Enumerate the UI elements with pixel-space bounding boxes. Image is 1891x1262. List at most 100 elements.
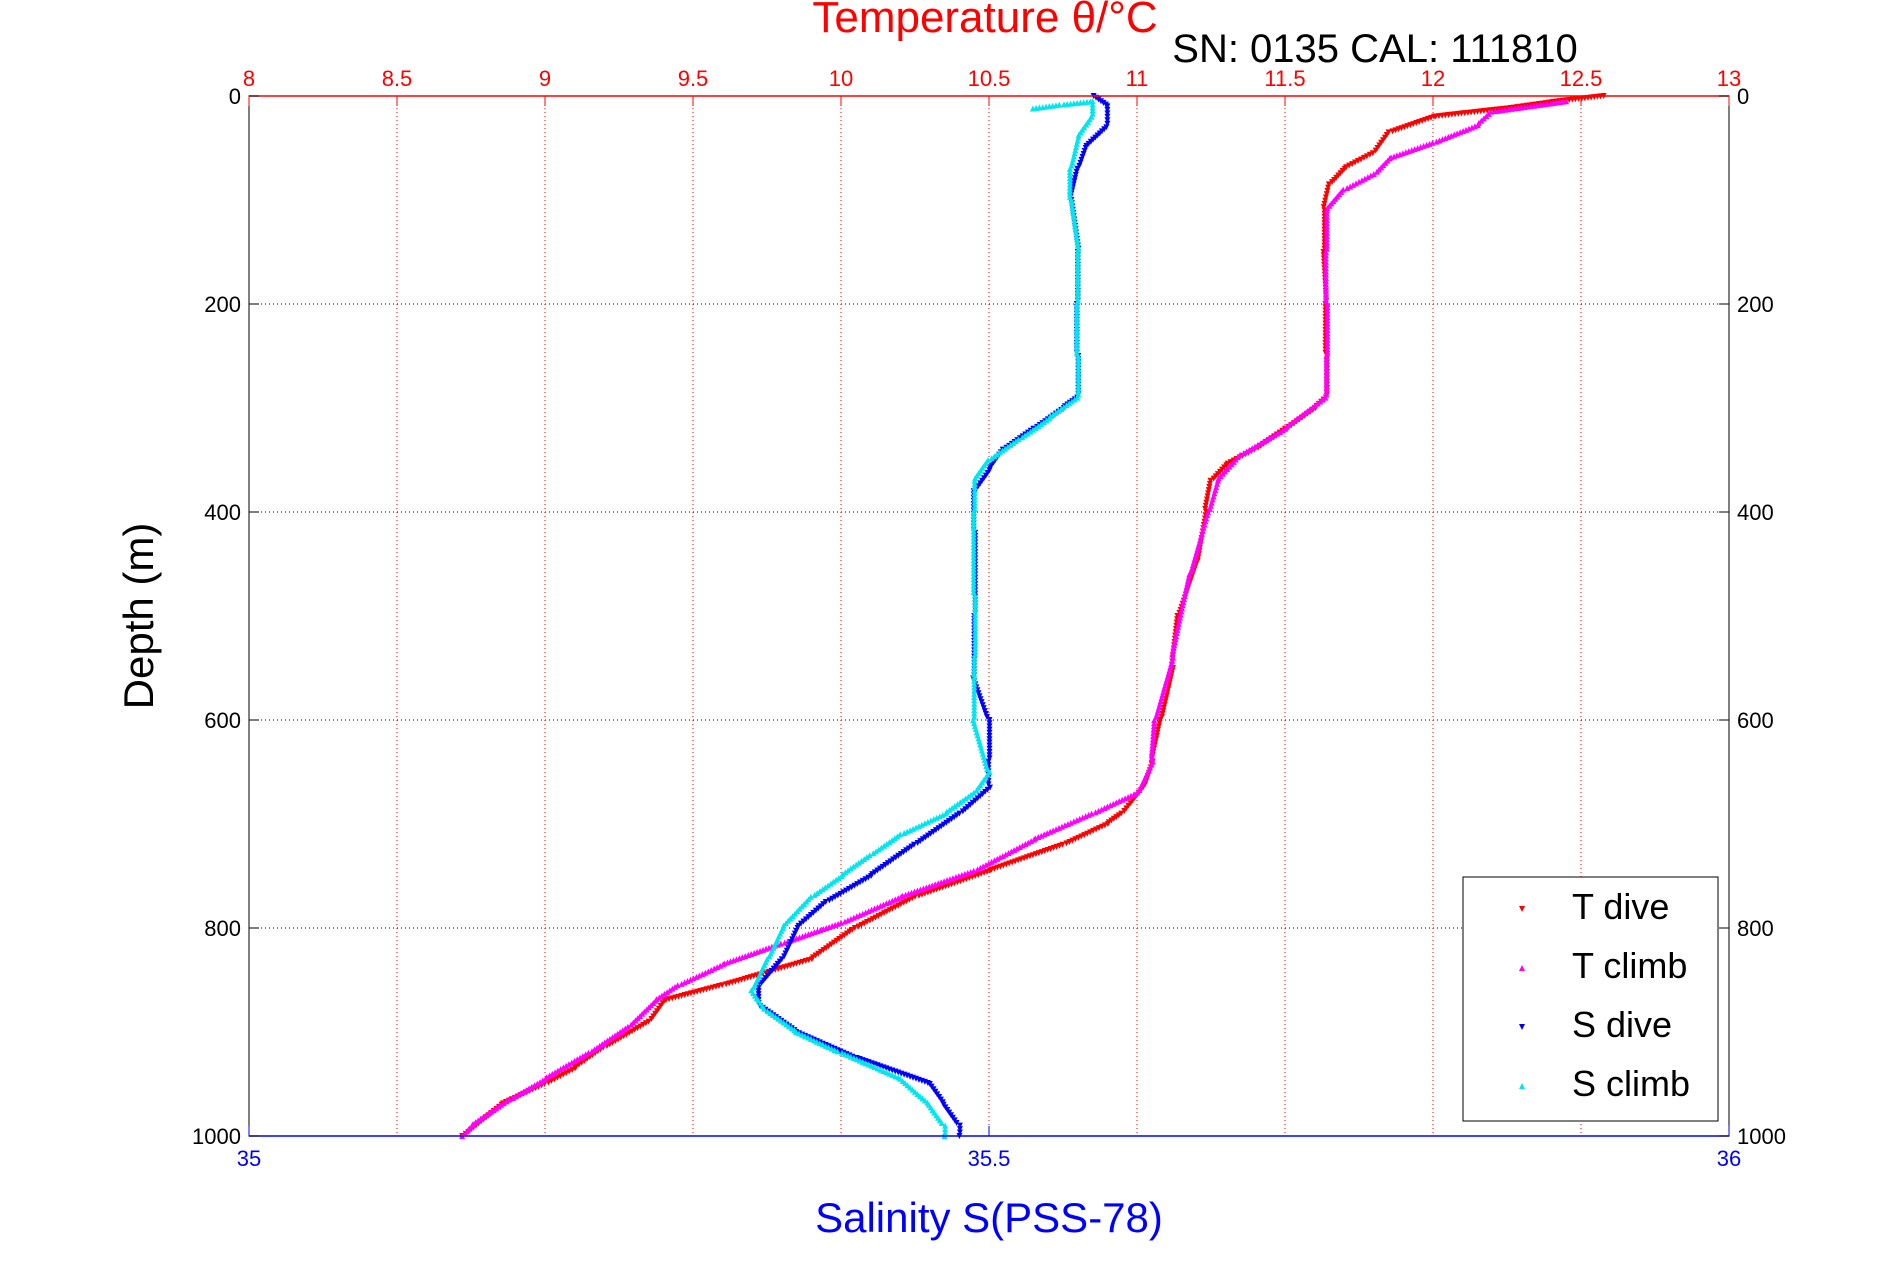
data-point xyxy=(1073,232,1080,239)
data-point xyxy=(1170,645,1177,652)
data-point xyxy=(900,849,907,856)
data-point xyxy=(1074,258,1081,265)
legend: T dive T climb S dive S climb xyxy=(1462,876,1719,1122)
data-point xyxy=(972,592,979,599)
data-point xyxy=(1074,278,1081,285)
data-point xyxy=(895,852,902,859)
data-point xyxy=(1070,213,1077,220)
data-point xyxy=(1174,613,1181,619)
temperature-tick-label: 8 xyxy=(243,66,255,91)
data-point xyxy=(1323,372,1330,379)
data-point xyxy=(986,729,993,736)
data-point xyxy=(986,745,993,752)
data-point xyxy=(1073,314,1080,320)
data-point xyxy=(972,628,979,635)
data-point xyxy=(1184,580,1191,587)
data-point xyxy=(862,876,869,883)
data-point xyxy=(1074,252,1081,259)
depth-tick-label-right: 600 xyxy=(1737,708,1774,733)
data-point xyxy=(578,1059,585,1066)
data-point xyxy=(865,874,872,881)
data-point xyxy=(882,861,889,868)
data-point xyxy=(1075,372,1082,379)
data-point xyxy=(1177,614,1184,621)
data-point xyxy=(1160,707,1167,714)
data-point xyxy=(1075,134,1082,141)
data-point xyxy=(1115,812,1122,819)
data-point xyxy=(971,499,978,506)
temperature-tick-label: 11 xyxy=(1126,66,1149,91)
data-point xyxy=(825,943,832,950)
data-point xyxy=(1095,96,1102,103)
data-point xyxy=(1104,120,1111,127)
data-point xyxy=(1066,175,1073,182)
data-point xyxy=(887,858,894,865)
data-point xyxy=(1056,101,1063,108)
data-point xyxy=(843,887,850,894)
data-point xyxy=(970,585,977,592)
data-point xyxy=(971,703,978,710)
depth-tick-label-right: 400 xyxy=(1737,500,1774,525)
data-point xyxy=(1203,499,1210,506)
data-point xyxy=(648,1016,655,1022)
data-point xyxy=(1104,106,1111,113)
data-point xyxy=(972,631,979,638)
data-point xyxy=(972,618,979,625)
data-point xyxy=(836,936,843,943)
data-point xyxy=(1182,589,1189,596)
data-point xyxy=(851,882,858,889)
legend-label: S climb xyxy=(1572,1063,1690,1104)
data-point xyxy=(1355,158,1361,164)
data-point xyxy=(829,895,836,902)
depth-tick-label-right: 1000 xyxy=(1737,1124,1786,1149)
data-point xyxy=(1324,333,1331,340)
data-point xyxy=(1324,323,1331,330)
data-point xyxy=(970,553,977,560)
data-point xyxy=(1173,629,1180,636)
data-point xyxy=(935,825,942,832)
data-point xyxy=(1178,608,1185,615)
data-point xyxy=(874,867,881,874)
data-point xyxy=(838,934,845,941)
data-point xyxy=(1323,210,1330,217)
temperature-tick-label: 9 xyxy=(539,66,551,91)
data-point xyxy=(1206,480,1213,487)
data-point xyxy=(1366,151,1373,158)
temperature-tick-label: 8.5 xyxy=(382,66,413,91)
data-point xyxy=(1324,330,1331,337)
data-point xyxy=(1073,229,1080,236)
data-point xyxy=(1324,317,1331,324)
data-point xyxy=(971,654,978,661)
data-point xyxy=(1157,717,1164,723)
data-point xyxy=(1074,137,1081,144)
data-point xyxy=(970,525,977,531)
data-point xyxy=(970,512,977,519)
data-point xyxy=(840,889,847,896)
data-point xyxy=(911,841,917,848)
data-point xyxy=(1075,353,1082,359)
data-point xyxy=(1073,330,1080,337)
data-point xyxy=(1074,275,1081,281)
data-point xyxy=(812,952,819,959)
data-point xyxy=(1324,320,1331,327)
data-point xyxy=(1322,275,1329,281)
data-point xyxy=(971,490,978,497)
data-point xyxy=(1322,281,1329,288)
data-point xyxy=(1159,710,1166,717)
data-point xyxy=(972,625,979,632)
data-point xyxy=(1169,648,1176,655)
data-point xyxy=(932,827,939,834)
data-point xyxy=(1073,333,1080,340)
data-point xyxy=(1323,375,1330,382)
data-point xyxy=(972,621,979,628)
data-point xyxy=(1323,207,1330,214)
legend-marker xyxy=(1519,965,1525,971)
series-layer xyxy=(459,93,1607,1139)
data-point xyxy=(984,765,991,772)
data-point xyxy=(854,881,861,888)
temperature-tick-label: 9.5 xyxy=(678,66,709,91)
data-point xyxy=(970,576,977,583)
data-point xyxy=(943,819,950,826)
data-point xyxy=(820,947,827,954)
data-point xyxy=(841,918,848,925)
